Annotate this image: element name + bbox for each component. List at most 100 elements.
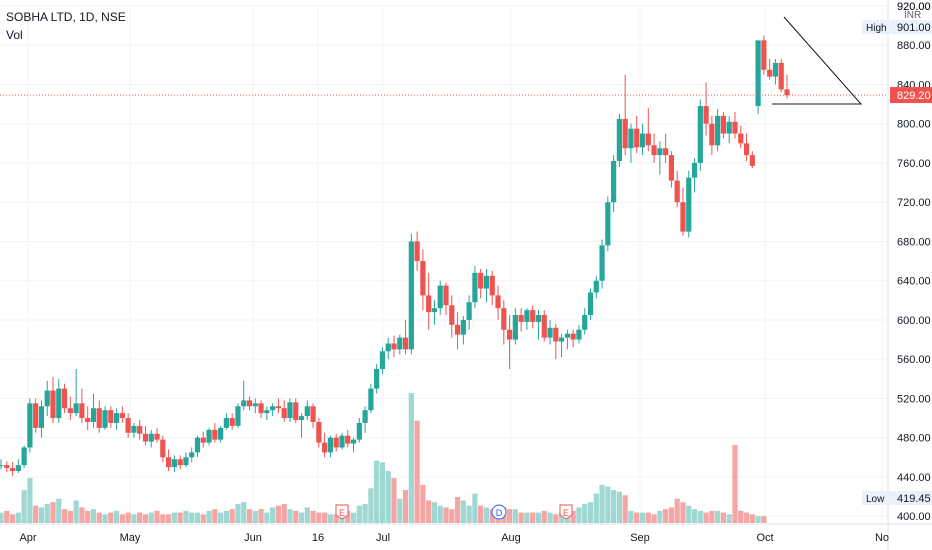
candle-body xyxy=(720,115,727,134)
volume-bar xyxy=(148,512,154,523)
volume-bar xyxy=(229,509,235,523)
candle-body xyxy=(663,148,669,156)
candle-body xyxy=(408,241,414,350)
price-tick-label: 760.00 xyxy=(897,158,931,170)
volume-bar xyxy=(553,514,559,523)
volume-bar xyxy=(593,493,599,523)
volume-bar xyxy=(171,512,177,523)
candle-body xyxy=(339,435,345,448)
volume-bar xyxy=(605,486,611,523)
candle-body xyxy=(56,388,62,419)
volume-bar xyxy=(738,510,744,523)
candle-body xyxy=(0,465,4,467)
last-price-value: 829.20 xyxy=(897,90,931,102)
candle-body xyxy=(137,425,143,434)
last-price-tag xyxy=(890,87,932,104)
candle-body xyxy=(605,202,611,246)
dividend-marker[interactable]: D xyxy=(491,504,507,520)
candle-body xyxy=(755,40,761,107)
candle-body xyxy=(732,121,738,134)
volume-bar xyxy=(235,503,241,523)
candle-body xyxy=(171,459,177,468)
candle-body xyxy=(90,408,97,422)
event-marker-label: E xyxy=(563,508,569,518)
volume-bar xyxy=(478,505,484,523)
volume-bar xyxy=(73,500,79,523)
candle-body xyxy=(634,128,640,148)
volume-bar xyxy=(293,510,299,523)
volume-bar xyxy=(113,510,120,523)
low-value: 419.45 xyxy=(897,493,931,505)
candle-body xyxy=(454,324,461,335)
price-tick-label: 880.00 xyxy=(897,40,931,52)
volume-bar xyxy=(559,512,565,523)
volume-bar xyxy=(90,509,97,523)
volume-bar xyxy=(408,393,414,523)
candle-body xyxy=(778,62,784,90)
candle-body xyxy=(356,422,362,440)
candle-body xyxy=(749,155,755,166)
candle-body xyxy=(44,390,50,407)
volume-bar xyxy=(634,512,640,523)
volume-bar xyxy=(33,505,39,523)
candle-body xyxy=(472,272,478,303)
candle-body xyxy=(96,408,102,428)
volume-bar xyxy=(732,445,738,523)
candle-body xyxy=(194,437,201,453)
volume-bar xyxy=(356,505,362,523)
candle-body xyxy=(113,413,120,423)
earnings-marker[interactable]: E xyxy=(559,504,573,520)
volume-bar xyxy=(9,514,16,523)
candle-body xyxy=(270,406,276,411)
candle-body xyxy=(564,333,570,338)
candle-body xyxy=(391,343,397,350)
currency-unit: INR xyxy=(904,10,922,21)
candle-body xyxy=(322,442,328,453)
low-label-bg xyxy=(862,491,932,505)
volume-bar xyxy=(287,509,293,523)
candle-body xyxy=(495,295,501,309)
event-marker-label: E xyxy=(339,508,345,518)
candle-body xyxy=(686,177,692,232)
price-tick-label: 520.00 xyxy=(897,393,931,405)
time-tick-label: Jul xyxy=(376,532,390,544)
price-tick-label: 440.00 xyxy=(897,472,931,484)
price-tick-label: 600.00 xyxy=(897,315,931,327)
candle-body xyxy=(576,329,582,340)
candle-body xyxy=(275,406,282,409)
volume-bar xyxy=(27,477,33,523)
volume-bar xyxy=(663,509,669,523)
candle-body xyxy=(738,133,744,144)
volume-bar xyxy=(223,510,229,523)
candle-body xyxy=(668,155,675,181)
volume-bar xyxy=(668,507,675,523)
candle-body xyxy=(235,406,241,426)
price-tick-label: 800.00 xyxy=(897,119,931,131)
candle-body xyxy=(743,143,750,156)
volume-bar xyxy=(720,512,727,523)
volume-bar xyxy=(426,500,432,523)
price-tick-label: 920.00 xyxy=(897,1,931,13)
candle-body xyxy=(651,145,657,156)
candle-body xyxy=(50,390,56,419)
volume-bar xyxy=(686,505,692,523)
candle-body xyxy=(535,315,542,322)
candle-body xyxy=(680,202,686,232)
volume-bar xyxy=(85,510,91,523)
candle-body xyxy=(645,133,651,146)
candle-body xyxy=(350,439,357,444)
earnings-marker[interactable]: E xyxy=(335,504,349,520)
volume-bar xyxy=(697,510,703,523)
volume-bar xyxy=(368,488,374,523)
candle-body xyxy=(784,89,790,96)
volume-bar xyxy=(102,514,108,523)
candle-body xyxy=(466,302,472,320)
candle-body xyxy=(345,435,351,444)
candle-body xyxy=(15,465,21,472)
candle-body xyxy=(582,315,588,330)
candle-body xyxy=(206,429,212,443)
volume-bar xyxy=(437,505,443,523)
volume-bar xyxy=(350,512,357,523)
volume-bar xyxy=(374,460,380,523)
